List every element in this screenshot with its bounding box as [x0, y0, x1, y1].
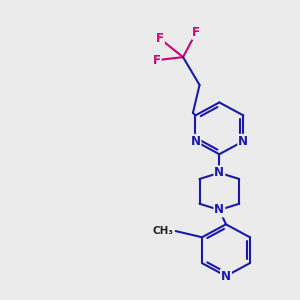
- Text: N: N: [214, 203, 224, 216]
- Text: CH₃: CH₃: [153, 226, 174, 236]
- Text: N: N: [190, 135, 200, 148]
- Text: N: N: [238, 135, 248, 148]
- Text: F: F: [156, 32, 164, 45]
- Text: F: F: [153, 54, 160, 67]
- Text: F: F: [192, 26, 200, 39]
- Text: N: N: [214, 166, 224, 179]
- Text: N: N: [221, 270, 231, 283]
